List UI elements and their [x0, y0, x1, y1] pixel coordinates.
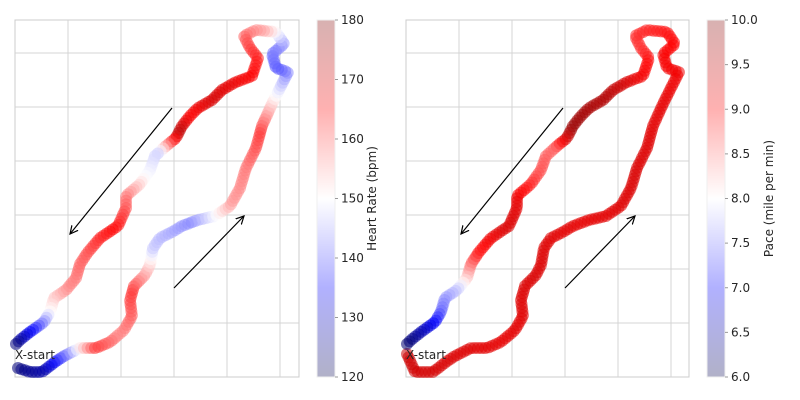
plot-area-pace: X-start	[401, 19, 690, 378]
heart-rate-chart: X-start 120 130 140 150 160 170 180 Heart Rate…	[10, 13, 379, 384]
heart-rate-point	[10, 338, 22, 350]
colorbar-tick-label: 6.0	[731, 370, 750, 384]
route-heart-rate	[10, 24, 294, 378]
colorbar-tick-label: 160	[341, 132, 364, 146]
colorbar-tick-label: 180	[341, 13, 364, 27]
pace-chart: X-start 6.0 6.5 7.0 7.5 8.0 8.5 9.0 9.5 10.0 Pac…	[401, 13, 776, 384]
colorbar-tick-label: 8.5	[731, 147, 750, 161]
colorbar-pace-ticks: 6.0 6.5 7.0 7.5 8.0 8.5 9.0 9.5 10.0	[725, 13, 758, 384]
colorbar-tick-label: 6.5	[731, 325, 750, 339]
direction-arrow-down	[461, 107, 564, 234]
colorbar-tick-label: 8.0	[731, 192, 750, 206]
colorbar-tick-label: 170	[341, 73, 364, 87]
start-label: X-start	[15, 348, 55, 362]
direction-arrow-down	[70, 107, 173, 234]
colorbar-tick-label: 10.0	[731, 13, 758, 27]
colorbar-heart-rate: 120 130 140 150 160 170 180 Heart Rate (bpm)	[316, 13, 379, 384]
colorbar-tick-label: 140	[341, 251, 364, 265]
colorbar-heart-rate-label: Heart Rate (bpm)	[365, 146, 379, 251]
plot-area-heart-rate: X-start	[10, 19, 300, 378]
colorbar-heart-rate-ticks: 120 130 140 150 160 170 180	[335, 13, 364, 384]
colorbar-tick-label: 9.0	[731, 102, 750, 116]
colorbar-pace-label: Pace (mile per min)	[762, 140, 776, 257]
direction-arrow-up	[564, 216, 635, 289]
colorbar-heart-rate-gradient	[316, 19, 336, 378]
colorbar-tick-label: 7.0	[731, 281, 750, 295]
colorbar-tick-label: 120	[341, 370, 364, 384]
pace-point	[401, 338, 413, 350]
start-label: X-start	[406, 348, 446, 362]
colorbar-tick-label: 7.5	[731, 236, 750, 250]
colorbar-tick-label: 130	[341, 311, 364, 325]
colorbar-tick-label: 9.5	[731, 58, 750, 72]
colorbar-pace-gradient	[706, 19, 726, 378]
colorbar-pace: 6.0 6.5 7.0 7.5 8.0 8.5 9.0 9.5 10.0 Pace (mile …	[706, 13, 776, 384]
direction-arrow-up	[173, 216, 244, 289]
colorbar-tick-label: 150	[341, 192, 364, 206]
route-pace	[401, 24, 685, 378]
